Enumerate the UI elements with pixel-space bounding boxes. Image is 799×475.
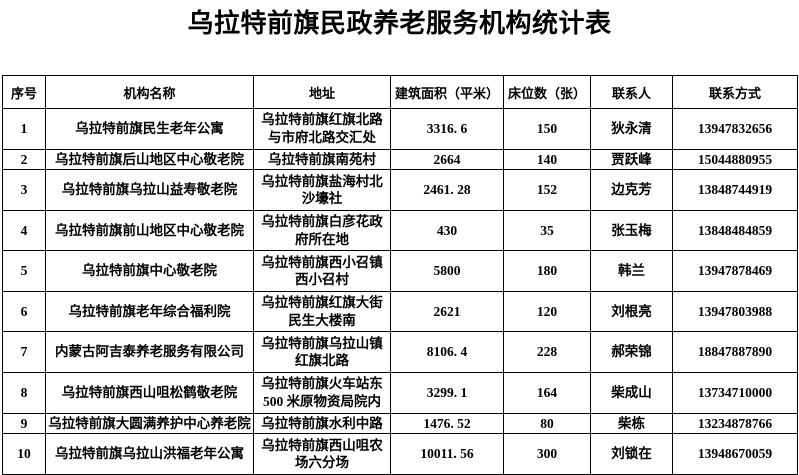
cell-address: 乌拉特前旗火车站东500 米原物资局院内 — [253, 372, 391, 414]
cell-area: 430 — [390, 209, 504, 252]
cell-name: 乌拉特前旗乌拉山洪福老年公寓 — [45, 433, 254, 475]
cell-contact: 边克芳 — [590, 169, 673, 211]
table-header-row: 序号 机构名称 地址 建筑面积（平米） 床位数（张） 联系人 联系方式 — [2, 75, 798, 109]
table-row: 1 乌拉特前旗民生老年公寓 乌拉特前旗红旗北路与市府北路交汇处 3316. 6 150 狄… — [2, 108, 798, 150]
cell-phone: 13848484859 — [672, 209, 798, 252]
cell-index: 3 — [2, 169, 46, 211]
cell-index: 8 — [2, 372, 46, 414]
cell-index: 5 — [2, 250, 46, 292]
cell-index: 4 — [2, 209, 46, 252]
col-header-address: 地址 — [253, 75, 391, 109]
cell-contact: 柴成山 — [590, 372, 673, 414]
cell-phone: 13948670059 — [672, 433, 798, 475]
cell-beds: 80 — [503, 412, 591, 435]
cell-address: 乌拉特前旗南苑村 — [253, 148, 391, 171]
table-row: 6 乌拉特前旗老年综合福利院 乌拉特前旗红旗大街民生大楼南 2621 120 刘根亮 139… — [2, 290, 798, 333]
cell-phone: 13234878766 — [672, 412, 798, 435]
cell-index: 6 — [2, 290, 46, 333]
cell-index: 2 — [2, 148, 46, 171]
col-header-beds: 床位数（张） — [503, 75, 591, 109]
cell-name: 乌拉特前旗前山地区中心敬老院 — [45, 209, 254, 252]
table-row: 10 乌拉特前旗乌拉山洪福老年公寓 乌拉特前旗西山咀农场六分场 10011. 56 30… — [2, 433, 798, 475]
cell-area: 1476. 52 — [390, 412, 504, 435]
stats-table: 序号 机构名称 地址 建筑面积（平米） 床位数（张） 联系人 联系方式 1 乌拉特前旗民生老年… — [2, 75, 798, 475]
table-row: 5 乌拉特前旗中心敬老院 乌拉特前旗西小召镇西小召村 5800 180 韩兰 1394787… — [2, 250, 798, 292]
cell-address: 乌拉特前旗红旗大街民生大楼南 — [253, 290, 391, 333]
cell-beds: 164 — [503, 372, 591, 414]
cell-area: 3299. 1 — [390, 372, 504, 414]
cell-phone: 13947878469 — [672, 250, 798, 292]
cell-area: 10011. 56 — [390, 433, 504, 475]
cell-contact: 张玉梅 — [590, 209, 673, 252]
cell-phone: 13848744919 — [672, 169, 798, 211]
cell-name: 乌拉特前旗老年综合福利院 — [45, 290, 254, 333]
cell-name: 乌拉特前旗乌拉山益寿敬老院 — [45, 169, 254, 211]
cell-phone: 13947832656 — [672, 108, 798, 150]
cell-contact: 刘锁在 — [590, 433, 673, 475]
cell-name: 乌拉特前旗民生老年公寓 — [45, 108, 254, 150]
cell-index: 9 — [2, 412, 46, 435]
cell-area: 3316. 6 — [390, 108, 504, 150]
table-row: 2 乌拉特前旗后山地区中心敬老院 乌拉特前旗南苑村 2664 140 贾跃峰 1504488… — [2, 148, 798, 171]
table-row: 9 乌拉特前旗大圆满养护中心养老院 乌拉特前旗水利中路 1476. 52 80 柴栋 132… — [2, 412, 798, 435]
cell-area: 8106. 4 — [390, 331, 504, 374]
cell-index: 10 — [2, 433, 46, 475]
table-row: 8 乌拉特前旗西山咀松鹤敬老院 乌拉特前旗火车站东500 米原物资局院内 3299. … — [2, 372, 798, 414]
cell-area: 2461. 28 — [390, 169, 504, 211]
cell-address: 乌拉特前旗水利中路 — [253, 412, 391, 435]
cell-beds: 140 — [503, 148, 591, 171]
cell-contact: 柴栋 — [590, 412, 673, 435]
cell-beds: 300 — [503, 433, 591, 475]
col-header-contact: 联系人 — [590, 75, 673, 109]
cell-area: 2621 — [390, 290, 504, 333]
cell-beds: 152 — [503, 169, 591, 211]
cell-phone: 13947803988 — [672, 290, 798, 333]
table-row: 4 乌拉特前旗前山地区中心敬老院 乌拉特前旗白彦花政府所在地 430 35 张玉梅 1384… — [2, 209, 798, 252]
cell-phone: 13734710000 — [672, 372, 798, 414]
cell-address: 乌拉特前旗西小召镇西小召村 — [253, 250, 391, 292]
cell-contact: 贾跃峰 — [590, 148, 673, 171]
cell-phone: 15044880955 — [672, 148, 798, 171]
cell-contact: 郝荣锦 — [590, 331, 673, 374]
cell-beds: 180 — [503, 250, 591, 292]
cell-contact: 狄永清 — [590, 108, 673, 150]
cell-name: 乌拉特前旗大圆满养护中心养老院 — [45, 412, 254, 435]
cell-name: 乌拉特前旗中心敬老院 — [45, 250, 254, 292]
page-title: 乌拉特前旗民政养老服务机构统计表 — [187, 8, 612, 38]
cell-name: 乌拉特前旗西山咀松鹤敬老院 — [45, 372, 254, 414]
cell-phone: 18847887890 — [672, 331, 798, 374]
col-header-phone: 联系方式 — [672, 75, 798, 109]
cell-address: 乌拉特前旗西山咀农场六分场 — [253, 433, 391, 475]
cell-address: 乌拉特前旗红旗北路与市府北路交汇处 — [253, 108, 391, 150]
cell-area: 5800 — [390, 250, 504, 292]
cell-contact: 韩兰 — [590, 250, 673, 292]
cell-contact: 刘根亮 — [590, 290, 673, 333]
cell-index: 1 — [2, 108, 46, 150]
cell-name: 乌拉特前旗后山地区中心敬老院 — [45, 148, 254, 171]
table-row: 7 内蒙古阿吉泰养老服务有限公司 乌拉特前旗乌拉山镇红旗北路 8106. 4 228 郝荣… — [2, 331, 798, 374]
col-header-index: 序号 — [2, 75, 46, 109]
cell-beds: 120 — [503, 290, 591, 333]
cell-address: 乌拉特前旗乌拉山镇红旗北路 — [253, 331, 391, 374]
cell-index: 7 — [2, 331, 46, 374]
cell-name: 内蒙古阿吉泰养老服务有限公司 — [45, 331, 254, 374]
cell-beds: 35 — [503, 209, 591, 252]
cell-beds: 150 — [503, 108, 591, 150]
cell-address: 乌拉特前旗白彦花政府所在地 — [253, 209, 391, 252]
col-header-area: 建筑面积（平米） — [390, 75, 504, 109]
cell-beds: 228 — [503, 331, 591, 374]
table-row: 3 乌拉特前旗乌拉山益寿敬老院 乌拉特前旗盐海村北沙壕社 2461. 28 152 边克芳… — [2, 169, 798, 211]
cell-address: 乌拉特前旗盐海村北沙壕社 — [253, 169, 391, 211]
col-header-name: 机构名称 — [45, 75, 254, 109]
cell-area: 2664 — [390, 148, 504, 171]
